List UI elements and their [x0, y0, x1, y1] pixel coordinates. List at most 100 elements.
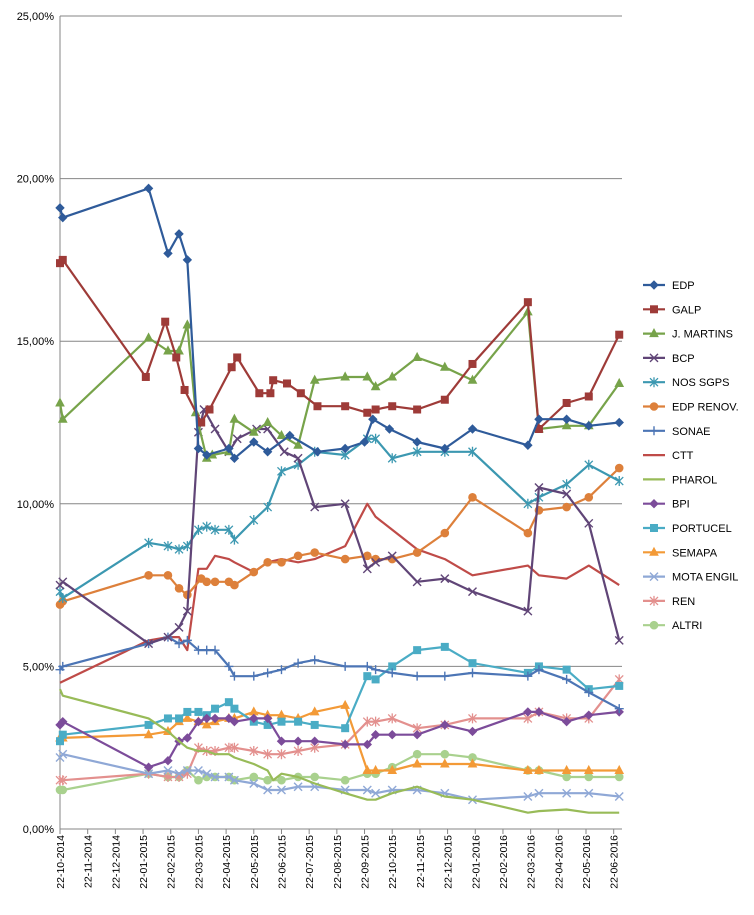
- series-line: [59, 258, 621, 431]
- data-point: [614, 377, 625, 387]
- data-point: [224, 713, 234, 724]
- data-point: [468, 359, 477, 368]
- data-point: [277, 466, 286, 477]
- data-point: [313, 402, 322, 411]
- legend-label: EDP RENOV.: [672, 402, 739, 414]
- x-tick-label: 22-03-2016: [526, 835, 538, 889]
- x-tick-label: 22-10-2014: [55, 835, 67, 889]
- data-point: [249, 567, 259, 577]
- data-point: [371, 557, 381, 567]
- data-point: [182, 712, 193, 722]
- data-point: [58, 785, 68, 795]
- series-ctt: [59, 502, 620, 684]
- data-point: [584, 687, 594, 697]
- x-tick-label: 22-09-2015: [360, 835, 372, 889]
- data-point: [310, 655, 320, 665]
- data-point: [202, 713, 212, 724]
- data-point: [523, 671, 533, 681]
- data-point: [387, 764, 398, 774]
- x-tick-label: 22-11-2014: [83, 835, 95, 888]
- legend-label: SONAE: [672, 426, 711, 438]
- data-point: [56, 737, 64, 746]
- data-point: [440, 642, 449, 651]
- data-point: [224, 524, 234, 535]
- data-point: [202, 450, 212, 460]
- data-point: [277, 775, 286, 785]
- x-tick-label: 22-02-2015: [166, 835, 178, 889]
- data-point: [174, 769, 184, 779]
- data-point: [182, 635, 192, 645]
- data-point: [614, 417, 624, 428]
- data-point: [249, 713, 259, 724]
- data-point: [370, 729, 381, 740]
- legend-item: GALP: [643, 304, 701, 316]
- data-point: [285, 430, 295, 441]
- data-point: [276, 665, 286, 675]
- data-point: [224, 443, 234, 454]
- data-point: [141, 372, 150, 381]
- data-point: [440, 749, 450, 759]
- data-point: [182, 255, 193, 265]
- data-point: [232, 434, 242, 444]
- data-point: [183, 707, 192, 716]
- data-point: [523, 606, 533, 616]
- data-point: [229, 453, 240, 463]
- data-point: [310, 502, 320, 512]
- data-point: [193, 645, 203, 655]
- data-point: [371, 716, 381, 727]
- data-point: [363, 672, 372, 681]
- data-point: [584, 421, 594, 431]
- legend-label: BCP: [672, 353, 695, 365]
- data-point: [262, 713, 273, 724]
- data-point: [467, 424, 478, 434]
- data-point: [649, 498, 659, 509]
- data-point: [229, 716, 240, 727]
- data-point: [561, 414, 572, 424]
- legend-item: SEMAPA: [643, 546, 718, 559]
- data-point: [468, 659, 477, 668]
- data-point: [362, 764, 373, 774]
- data-point: [615, 330, 624, 339]
- data-point: [193, 716, 204, 727]
- data-point: [197, 418, 206, 427]
- data-point: [534, 414, 544, 424]
- data-point: [262, 447, 273, 457]
- data-point: [296, 389, 305, 398]
- data-point: [202, 645, 212, 655]
- x-tick-label: 22-07-2015: [304, 835, 316, 889]
- data-point: [614, 772, 624, 782]
- y-tick-label: 15,00%: [17, 336, 55, 348]
- data-point: [233, 353, 242, 362]
- data-point: [174, 584, 184, 593]
- data-point: [58, 661, 68, 671]
- x-tick-label: 22-06-2016: [609, 835, 621, 889]
- data-point: [362, 564, 372, 574]
- data-point: [182, 319, 193, 329]
- data-point: [370, 764, 381, 774]
- data-point: [562, 489, 572, 499]
- x-tick-label: 22-12-2014: [110, 835, 122, 889]
- legend-item: CTT: [643, 450, 694, 462]
- data-point: [614, 476, 624, 487]
- series-line: [58, 645, 620, 742]
- data-point: [340, 699, 350, 709]
- y-tick-label: 25,00%: [17, 11, 55, 23]
- series-j-martins: [55, 306, 625, 462]
- data-point: [193, 765, 203, 775]
- data-point: [649, 426, 659, 436]
- data-point: [387, 371, 398, 381]
- data-point: [649, 280, 659, 290]
- series-line: [60, 704, 620, 772]
- data-point: [649, 328, 659, 338]
- legend-item: SONAE: [643, 426, 711, 438]
- data-point: [144, 720, 153, 729]
- data-point: [649, 402, 659, 411]
- data-point: [562, 674, 572, 684]
- data-point: [534, 483, 544, 493]
- data-point: [194, 707, 203, 716]
- x-tick-label: 22-01-2015: [138, 835, 150, 889]
- data-point: [293, 453, 303, 463]
- data-point: [174, 639, 184, 649]
- data-point: [182, 541, 192, 552]
- data-point: [224, 698, 233, 707]
